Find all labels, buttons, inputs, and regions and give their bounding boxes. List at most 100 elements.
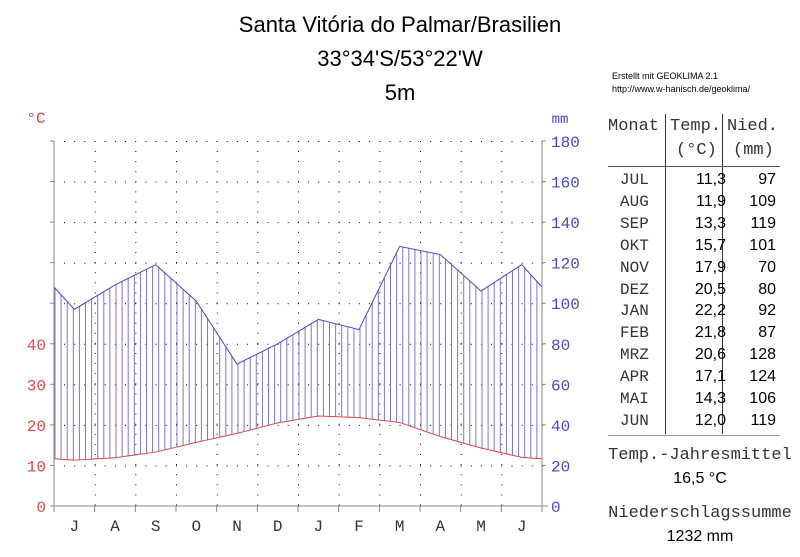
month-label: D [273,518,283,536]
precip-cell: 128 [749,346,776,364]
precip-cell: 119 [750,214,776,232]
axis-labels: 0 10 20 30 40 0 20 40 60 80 100 120 140 160 180 J A S O N D J… [26,110,579,536]
table-row: JUN 12,0 119 [608,412,780,434]
temp-cell: 11,9 [696,192,726,210]
annual-precip-value: 1232 mm [666,528,734,545]
month-label: M [476,518,486,536]
climate-diagram: 0 10 20 30 40 0 20 40 60 80 100 120 140 160 180 J A S O N D J… [26,110,579,536]
precip-cell: 87 [758,324,776,342]
header-temp: Temp. [670,117,722,136]
month-cell: APR [620,368,649,387]
precip-cell: 124 [749,368,776,386]
precip-tick-label: 60 [551,377,570,395]
month-label: S [151,518,161,536]
temp-cell: 12,0 [694,411,726,429]
month-cell: JAN [620,302,649,321]
table-row: JUL 11,3 97 [608,171,780,193]
precip-cell: 119 [750,411,776,429]
temp-cell: 15,7 [694,236,726,254]
month-label: J [517,518,527,536]
table-row: FEB 21,8 87 [608,324,780,346]
month-cell: SEP [620,214,649,233]
table-row: MAI 14,3 106 [608,390,780,412]
month-label: N [232,518,242,536]
precip-tick-label: 140 [551,215,580,233]
table-row: JAN 22,2 92 [608,302,780,324]
precip-cell: 109 [749,192,776,210]
grid-dots [64,141,543,506]
month-cell: JUN [620,411,649,430]
month-label: M [395,518,405,536]
precip-tick-label: 0 [551,499,561,517]
temp-cell: 14,3 [694,390,726,407]
month-label: J [314,518,324,536]
chart-title: Santa Vitória do Palmar/Brasilien [238,12,562,37]
month-cell: OKT [620,236,649,255]
coordinates: 33°34'S/53°22'W [317,46,483,71]
temp-cell: 17,9 [694,258,726,276]
precip-tick-label: 100 [551,296,580,314]
table-row: DEZ 20,5 80 [608,281,780,303]
temp-cell: 20,6 [694,346,726,364]
table-row: MRZ 20,6 128 [608,346,780,368]
precip-tick-label: 120 [551,256,580,274]
month-cell: DEZ [620,280,649,299]
precip-tick-label: 40 [551,418,570,436]
month-label: A [436,518,446,536]
precip-tick-label: 180 [551,134,580,152]
precip-cell: 92 [758,302,776,320]
month-label: O [192,518,202,536]
temp-cell: 11,3 [696,171,726,188]
precipitation-line [53,245,543,365]
temp-unit-label: °C [26,110,45,128]
temp-cell: 13,3 [694,214,726,232]
month-cell: FEB [620,324,649,343]
precip-tick-label: 160 [551,175,580,193]
precip-cell: 106 [749,390,776,407]
header-precip: Nied. [727,117,779,136]
month-label: F [354,518,364,536]
precip-unit-label: mm [552,112,569,128]
table-row: AUG 11,9 109 [608,193,780,215]
header-temp-unit: (°C) [676,141,717,160]
temp-tick-label: 30 [27,377,46,395]
temp-tick-label: 40 [27,337,46,355]
temperature-line [53,415,543,461]
month-cell: AUG [620,192,649,211]
table-divider [722,114,723,434]
temp-tick-label: 20 [27,418,46,436]
header-month: Monat [608,117,660,136]
annual-temp-label: Temp.-Jahresmittel [608,446,792,465]
elevation: 5m [384,80,416,105]
precip-cell: 70 [758,258,776,276]
table-row: OKT 15,7 101 [608,237,780,259]
temp-tick-label: 10 [27,458,46,476]
temp-cell: 21,8 [694,324,726,342]
table-footer-rule [608,435,780,436]
month-cell: NOV [620,258,649,277]
precip-tick-label: 80 [551,337,570,355]
month-label: J [70,518,80,536]
month-label: A [110,518,120,536]
credit-line-2: http://www.w-hanisch.de/geoklima/ [612,84,751,94]
precip-cell: 101 [749,236,776,254]
temp-cell: 22,2 [694,302,726,320]
axes [50,140,548,512]
annual-temp-value: 16,5 °C [673,470,727,487]
table-row: APR 17,1 124 [608,368,780,390]
table-divider [665,114,666,434]
temp-tick-label: 0 [36,499,46,517]
table-row: SEP 13,3 119 [608,215,780,237]
precip-cell: 80 [758,280,776,298]
month-cell: JUL [620,171,649,189]
humid-hatch [54,247,538,461]
precip-tick-label: 20 [551,458,570,476]
month-cell: MAI [620,390,649,408]
month-cell: MRZ [620,346,649,365]
credit-line-1: Erstellt mit GEOKLIMA 2.1 [612,71,719,81]
table-row: NOV 17,9 70 [608,259,780,281]
temp-cell: 17,1 [694,368,726,386]
header-precip-unit: (mm) [733,141,774,160]
table-header-rule [608,166,780,167]
temp-cell: 20,5 [694,280,726,298]
